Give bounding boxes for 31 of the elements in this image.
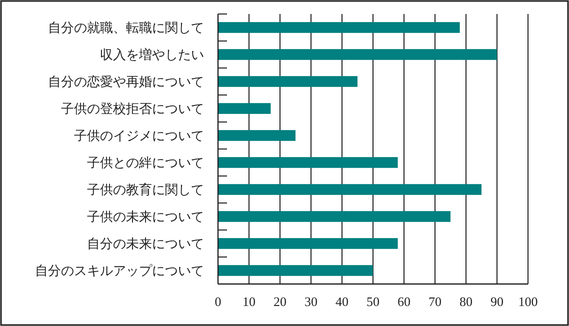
y-tick-label: 自分の恋愛や再婚について	[48, 74, 204, 90]
y-tick-label: 子供の未来について	[87, 209, 204, 224]
x-tick-label: 30	[304, 294, 318, 309]
bar	[218, 211, 450, 222]
bar	[218, 103, 271, 114]
bar	[218, 265, 373, 276]
y-tick-label: 収入を増やしたい	[100, 47, 204, 62]
bar	[218, 238, 398, 249]
y-tick-label: 自分のスキルアップについて	[35, 263, 204, 278]
y-tick-label: 子供の登校拒否について	[61, 101, 204, 116]
x-tick-label: 60	[398, 294, 410, 309]
x-tick-label: 0	[214, 294, 222, 309]
x-tick-label: 50	[366, 294, 380, 309]
y-tick-label: 子供との絆について	[87, 155, 204, 170]
x-tick-label: 40	[336, 294, 348, 309]
bar	[218, 22, 460, 33]
y-tick-label: 子供のイジメについて	[74, 128, 204, 144]
bar	[218, 49, 497, 60]
x-tick-label: 90	[490, 294, 504, 309]
y-tick-label: 子供の教育に関して	[87, 182, 204, 198]
bar	[218, 76, 358, 87]
x-tick-label: 10	[242, 294, 256, 309]
bar	[218, 130, 296, 141]
y-tick-label: 自分の就職、転職に関して	[48, 20, 204, 36]
x-tick-label: 20	[274, 294, 286, 309]
y-tick-label: 自分の未来について	[87, 236, 204, 252]
bar	[218, 157, 398, 168]
x-tick-label: 70	[428, 294, 442, 309]
bar	[218, 184, 482, 195]
x-tick-label: 80	[460, 294, 472, 309]
x-tick-label: 100	[518, 294, 538, 309]
